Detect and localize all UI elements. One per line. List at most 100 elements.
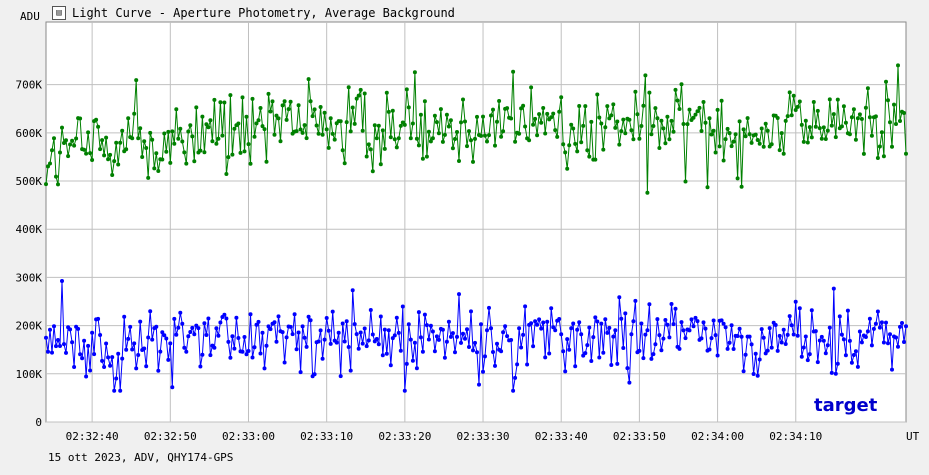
- data-point: [647, 302, 652, 307]
- data-point: [380, 353, 385, 358]
- data-point: [493, 143, 497, 148]
- data-point: [539, 120, 544, 125]
- data-point: [825, 343, 830, 348]
- data-point: [659, 118, 664, 123]
- data-point: [759, 126, 764, 131]
- data-point: [559, 332, 564, 337]
- data-point: [635, 112, 640, 117]
- data-point: [801, 139, 806, 144]
- data-point: [156, 368, 161, 373]
- data-point: [272, 132, 277, 137]
- data-point: [216, 136, 221, 141]
- data-point: [264, 159, 269, 164]
- data-point: [845, 308, 850, 313]
- data-point: [402, 122, 407, 127]
- data-point: [892, 102, 896, 107]
- data-point: [521, 332, 526, 337]
- data-point: [330, 309, 335, 314]
- data-point: [384, 90, 389, 95]
- data-point: [719, 318, 724, 323]
- data-point: [813, 124, 818, 129]
- data-point: [837, 314, 842, 319]
- data-point: [54, 344, 58, 349]
- data-point: [110, 173, 115, 177]
- data-point: [350, 288, 355, 293]
- data-point: [679, 320, 684, 325]
- data-point: [244, 352, 249, 357]
- y-axis-unit: ADU: [20, 10, 40, 23]
- data-point: [210, 139, 215, 144]
- data-point: [695, 109, 700, 114]
- data-point: [735, 176, 740, 181]
- data-point: [64, 138, 68, 143]
- data-point: [657, 333, 662, 338]
- data-point: [442, 132, 447, 137]
- y-tick-label: 300K: [16, 271, 43, 284]
- data-point: [890, 367, 894, 372]
- data-point: [198, 364, 203, 369]
- data-point: [114, 376, 119, 381]
- data-point: [643, 73, 648, 78]
- data-point: [751, 372, 756, 376]
- data-point: [190, 134, 195, 139]
- data-point: [851, 353, 856, 357]
- data-point: [46, 349, 50, 354]
- data-point: [70, 340, 75, 345]
- data-point: [110, 355, 115, 360]
- data-point: [148, 309, 153, 314]
- data-point: [136, 353, 141, 357]
- data-point: [48, 161, 52, 166]
- data-point: [757, 141, 762, 146]
- data-point: [350, 105, 355, 110]
- data-point: [557, 317, 562, 321]
- data-point: [799, 122, 804, 127]
- data-point: [639, 124, 644, 128]
- data-point: [661, 336, 666, 341]
- data-point: [467, 345, 471, 349]
- data-point: [890, 144, 894, 149]
- data-point: [298, 127, 303, 132]
- chart-icon[interactable]: ▤: [52, 6, 66, 20]
- data-point: [755, 138, 760, 142]
- data-point: [444, 112, 449, 117]
- data-point: [888, 120, 892, 125]
- x-tick-label: 02:33:10: [300, 430, 353, 443]
- footer-info: 15 ott 2023, ADV, QHY174-GPS: [48, 451, 234, 464]
- data-point: [234, 315, 239, 320]
- data-point: [761, 335, 766, 340]
- data-point: [649, 356, 654, 361]
- data-point: [394, 315, 399, 320]
- data-point: [886, 98, 890, 103]
- data-point: [430, 136, 435, 141]
- data-point: [320, 132, 325, 137]
- data-point: [226, 339, 231, 344]
- data-point: [741, 369, 746, 374]
- data-point: [565, 337, 570, 342]
- data-point: [448, 334, 453, 339]
- data-point: [509, 338, 514, 342]
- data-point: [126, 116, 131, 121]
- data-point: [835, 97, 840, 102]
- data-point: [541, 106, 546, 110]
- data-point: [118, 140, 123, 145]
- x-tick-label: 02:33:40: [535, 430, 588, 443]
- data-point: [763, 351, 768, 356]
- data-point: [204, 333, 209, 337]
- data-point: [655, 317, 660, 322]
- data-point: [182, 345, 187, 350]
- data-point: [112, 388, 117, 393]
- data-point: [396, 330, 401, 335]
- data-point: [675, 98, 680, 103]
- series-green: [44, 63, 908, 195]
- data-point: [392, 333, 397, 338]
- data-point: [420, 349, 425, 354]
- data-point: [316, 131, 321, 136]
- data-point: [609, 363, 614, 367]
- data-point: [817, 338, 822, 343]
- data-point: [815, 108, 820, 113]
- data-point: [180, 321, 185, 326]
- data-point: [785, 332, 790, 337]
- data-point: [513, 375, 518, 380]
- data-point: [859, 340, 864, 345]
- data-point: [481, 114, 485, 119]
